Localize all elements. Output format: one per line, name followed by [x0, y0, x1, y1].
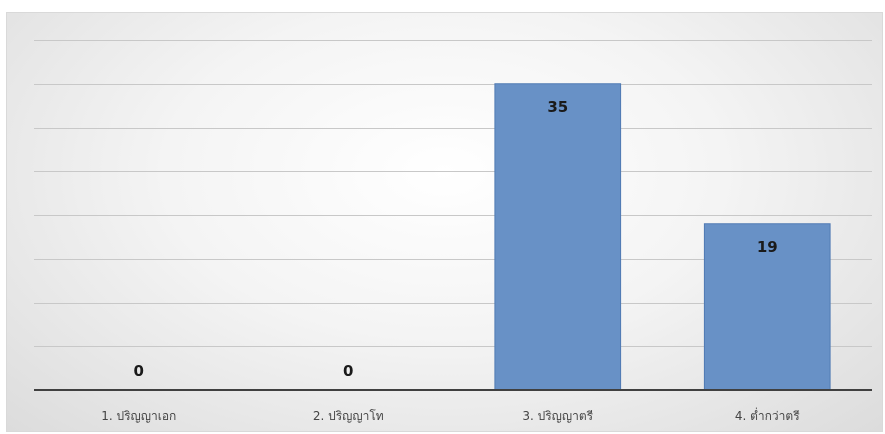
category-label-2: 2. ปริญญาโท [313, 409, 384, 423]
bar-3 [494, 83, 622, 391]
data-label-3: 35 [547, 98, 568, 116]
data-label-4: 19 [757, 238, 778, 256]
category-label-1: 1. ปริญญาเอก [101, 409, 176, 423]
bars [494, 83, 831, 391]
data-labels: 0 0 35 19 [134, 98, 778, 380]
bar-chart: 0 0 35 19 1. ปริญญาเอก 2. ปริญญาโท 3. ปริญญาต… [34, 40, 872, 423]
category-labels: 1. ปริญญาเอก 2. ปริญญาโท 3. ปริญญาตรี 4. ต่… [101, 407, 800, 423]
category-label-4: 4. ต่ำกว่าตรี [735, 407, 800, 423]
data-label-1: 0 [134, 362, 144, 380]
category-label-3: 3. ปริญญาตรี [522, 409, 593, 423]
gridlines [34, 40, 872, 347]
bar-4 [703, 223, 831, 391]
data-label-2: 0 [343, 362, 353, 380]
chart-area: 0 0 35 19 1. ปริญญาเอก 2. ปริญญาโท 3. ปริญญาต… [6, 12, 883, 432]
